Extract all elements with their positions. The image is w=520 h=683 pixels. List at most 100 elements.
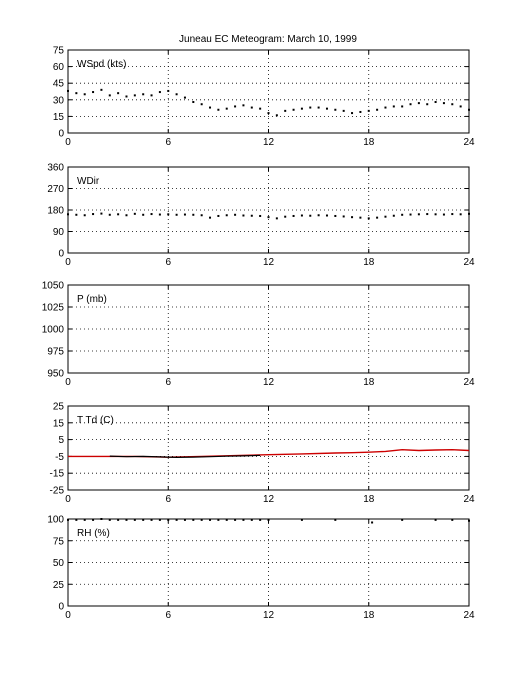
data-point [142,93,145,96]
data-point [108,213,111,216]
data-point [150,94,153,97]
x-tick-label: 24 [463,137,475,148]
y-tick-label: 1025 [42,303,65,314]
x-tick-label: 6 [165,137,171,148]
data-point [142,213,145,216]
data-point [100,518,103,520]
data-point [384,106,387,109]
data-point [234,105,237,108]
data-point [384,215,387,218]
data-point [133,212,136,215]
data-point [83,214,86,217]
data-point [376,216,379,219]
panel-3: 0 6 12 18 24 950 975 1000 1025 1050 P (mb) [42,281,475,389]
data-point [142,518,145,521]
data-point [292,214,295,217]
x-tick-label: 18 [363,494,375,505]
panel-label: P (mb) [77,294,107,305]
x-tick-label: 0 [65,137,71,148]
x-tick-label: 12 [263,494,275,505]
data-point [117,518,120,521]
data-point [167,89,170,92]
y-tick-label: 180 [47,206,64,217]
data-point [250,518,253,521]
data-point [317,106,320,109]
y-tick-label: 45 [53,79,65,90]
data-point [100,88,103,91]
data-point [250,214,253,217]
data-point [334,214,337,217]
y-tick-label: 25 [53,580,65,591]
data-point [359,110,362,113]
panel-label: RH (%) [77,528,110,539]
data-point [125,518,128,521]
x-tick-label: 0 [65,610,71,621]
data-point [133,518,136,521]
data-point [459,105,462,108]
data-point [183,96,186,99]
y-tick-label: 75 [53,46,65,57]
data-point [284,215,287,218]
data-point [309,106,312,109]
y-tick-label: -5 [55,452,64,463]
x-tick-label: 24 [463,377,475,388]
data-point [267,112,270,115]
y-tick-label: 5 [58,435,64,446]
data-point [125,95,128,98]
data-point [442,102,445,105]
y-tick-label: 0 [58,249,64,260]
data-point [75,518,78,521]
data-point [292,108,295,111]
y-tick-label: 270 [47,184,64,195]
data-point [242,104,245,107]
y-tick-label: 975 [47,347,64,358]
data-point [75,213,78,216]
data-point [259,214,262,217]
x-tick-label: 6 [165,494,171,505]
x-tick-label: 0 [65,377,71,388]
data-point [192,101,195,104]
x-tick-label: 6 [165,377,171,388]
y-tick-label: 950 [47,369,64,380]
x-tick-label: 0 [65,257,71,268]
data-point [267,216,270,219]
data-point [167,213,170,216]
data-point [392,105,395,108]
panel-label: T Td (C) [77,415,114,426]
panel-label: WSpd (kts) [77,59,126,70]
data-point [217,214,220,217]
data-point [175,213,178,216]
y-tick-label: 15 [53,112,65,123]
data-point [83,518,86,521]
data-point [117,92,120,95]
data-point [158,91,161,94]
data-point [175,93,178,96]
y-tick-label: 25 [53,402,65,413]
x-tick-label: 24 [463,610,475,621]
x-tick-label: 24 [463,494,475,505]
data-point [209,518,212,521]
x-tick-label: 12 [263,257,275,268]
data-point [183,213,186,216]
data-point [359,216,362,219]
data-point [426,213,429,216]
data-point [325,214,328,217]
data-point [426,103,429,106]
data-point [342,215,345,218]
data-point [317,214,320,217]
y-tick-label: 100 [47,515,64,526]
data-point [117,213,120,216]
data-point [209,216,212,219]
data-point [376,108,379,111]
data-point [300,214,303,217]
data-point [108,94,111,97]
y-tick-label: 360 [47,163,64,174]
data-point [259,107,262,110]
y-tick-label: 50 [53,558,65,569]
data-point [259,518,262,521]
y-tick-label: 15 [53,418,65,429]
data-point [468,519,470,522]
x-tick-label: 18 [363,377,375,388]
panel-2: 0 6 12 18 24 0 90 180 270 360 WDir [47,163,475,269]
y-tick-label: 1050 [42,281,65,292]
